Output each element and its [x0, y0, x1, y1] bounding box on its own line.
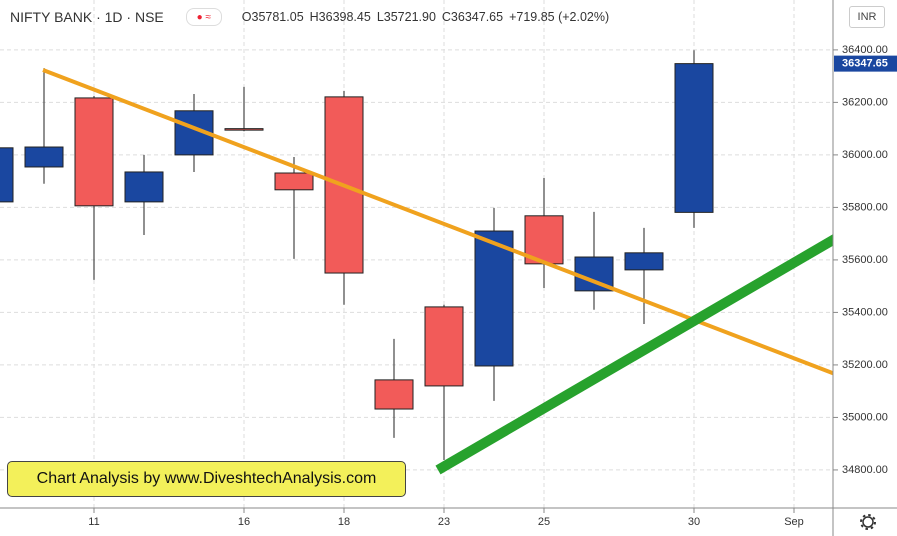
candle-body [24, 146, 64, 168]
x-tick-label: 18 [338, 516, 350, 528]
settings-icon[interactable] [860, 514, 876, 530]
x-tick-label: 25 [538, 516, 550, 528]
candle-body [274, 172, 314, 191]
last-price-label: 36347.65 [842, 58, 888, 70]
x-axis-bg [0, 508, 897, 536]
y-tick-label: 35400.00 [842, 306, 888, 318]
candle-body [374, 379, 414, 410]
header: NIFTY BANK · 1D · NSE ● ≈ O35781.05 H3639… [10, 8, 609, 26]
y-tick-label: 36000.00 [842, 149, 888, 161]
candle-body [674, 63, 714, 213]
symbol: NIFTY BANK · 1D · NSE [10, 9, 164, 25]
trend-arrow [435, 228, 848, 475]
ohlc-value: C36347.65 [441, 10, 504, 24]
y-tick-label: 35000.00 [842, 411, 888, 423]
candle-body [224, 128, 264, 131]
ohlc-value: O35781.05 [241, 10, 304, 24]
y-tick-label: 36200.00 [842, 96, 888, 108]
candle-body [624, 252, 664, 271]
candle-body [124, 171, 164, 203]
currency-button[interactable]: INR [849, 6, 885, 28]
trend-line [42, 68, 836, 376]
ohlc-legend: O35781.05 H36398.45 L35721.90 C36347.65 +719… [242, 10, 609, 24]
y-axis-bg [833, 0, 897, 536]
ohlc-value: L35721.90 [376, 10, 436, 24]
x-tick-label: Sep [784, 516, 804, 528]
x-tick-label: 30 [688, 516, 700, 528]
candle-body [424, 306, 464, 387]
last-price-marker [834, 55, 897, 72]
candles [0, 50, 714, 460]
annotation-box: Chart Analysis by www.DiveshtechAnalysis… [7, 461, 406, 497]
x-tick-label: 11 [88, 516, 99, 528]
candle-body [0, 147, 14, 203]
y-tick-label: 35800.00 [842, 201, 888, 213]
candle-body [74, 97, 114, 207]
axes: 34800.00 35000.00 35200.00 35400.00 35600.00… [88, 44, 897, 528]
y-tick-label: 35600.00 [842, 254, 888, 266]
y-tick-label: 36400.00 [842, 44, 888, 56]
x-tick-label: 16 [238, 516, 250, 528]
ohlc-value: +719.85 (+2.02%) [509, 10, 610, 24]
y-tick-label: 34800.00 [842, 464, 888, 476]
y-tick-label: 35200.00 [842, 359, 888, 371]
candle-body [474, 230, 514, 367]
x-tick-label: 23 [438, 516, 450, 528]
indicator-toggle[interactable]: ● ≈ [185, 8, 222, 26]
ohlc-value: H36398.45 [309, 10, 371, 24]
